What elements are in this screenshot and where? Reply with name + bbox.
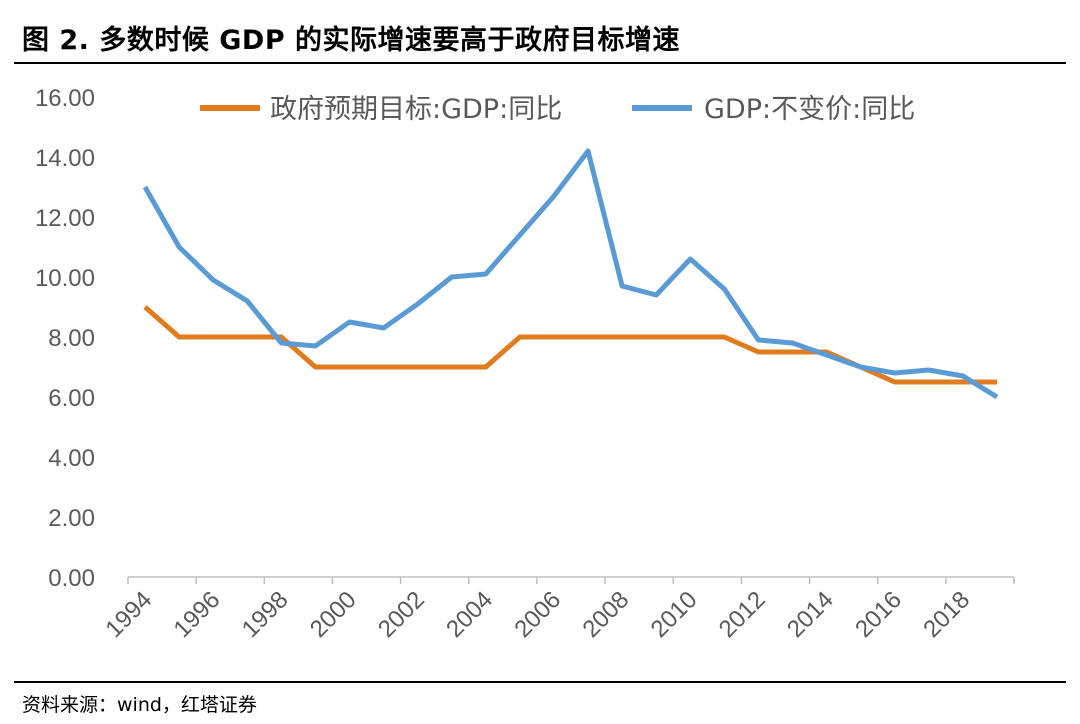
- line-chart: 0.00 2.00 4.00 6.00 8.00 10.00 12.00 14.00 16.00…: [35, 85, 1015, 643]
- x-tick-label: 1994: [100, 586, 157, 643]
- y-tick-label: 0.00: [48, 565, 95, 592]
- title-rule: [14, 62, 1066, 64]
- x-tick-label: 2012: [714, 586, 771, 643]
- y-tick-label: 2.00: [48, 505, 95, 532]
- y-axis-tick-labels: 0.00 2.00 4.00 6.00 8.00 10.00 12.00 14.00 16.00: [35, 85, 95, 592]
- source-note: 资料来源：wind，红塔证券: [22, 694, 257, 716]
- figure-title: 图 2. 多数时候 GDP 的实际增速要高于政府目标增速: [22, 25, 681, 56]
- x-tick-label: 2002: [373, 586, 430, 643]
- y-tick-label: 16.00: [35, 85, 95, 112]
- x-tick-label: 2016: [850, 586, 907, 643]
- x-tick-label: 2004: [441, 586, 498, 643]
- x-axis: [127, 576, 1015, 584]
- series-line-2: [142, 148, 999, 400]
- x-tick-label: 2010: [646, 586, 703, 643]
- y-tick-label: 10.00: [35, 265, 95, 292]
- source-rule: [14, 681, 1066, 683]
- x-axis-tick-labels: 1994 1996 1998 2000 2002 2004 2006 2008 2010 2012…: [100, 586, 975, 643]
- y-tick-label: 12.00: [35, 205, 95, 232]
- x-tick-label: 1996: [169, 586, 226, 643]
- x-tick-label: 2008: [578, 586, 635, 643]
- y-tick-label: 8.00: [48, 325, 95, 352]
- legend-label-1: 政府预期目标:GDP:同比: [270, 94, 562, 125]
- x-tick-label: 2006: [509, 586, 566, 643]
- series-lines: [142, 148, 999, 400]
- x-tick-label: 2000: [305, 586, 362, 643]
- legend: 政府预期目标:GDP:同比 GDP:不变价:同比: [200, 94, 915, 125]
- x-tick-label: 2018: [918, 586, 975, 643]
- legend-label-2: GDP:不变价:同比: [704, 94, 915, 125]
- y-tick-label: 14.00: [35, 145, 95, 172]
- x-tick-label: 2014: [782, 586, 839, 643]
- y-tick-label: 6.00: [48, 385, 95, 412]
- y-tick-label: 4.00: [48, 445, 95, 472]
- x-tick-label: 1998: [237, 586, 294, 643]
